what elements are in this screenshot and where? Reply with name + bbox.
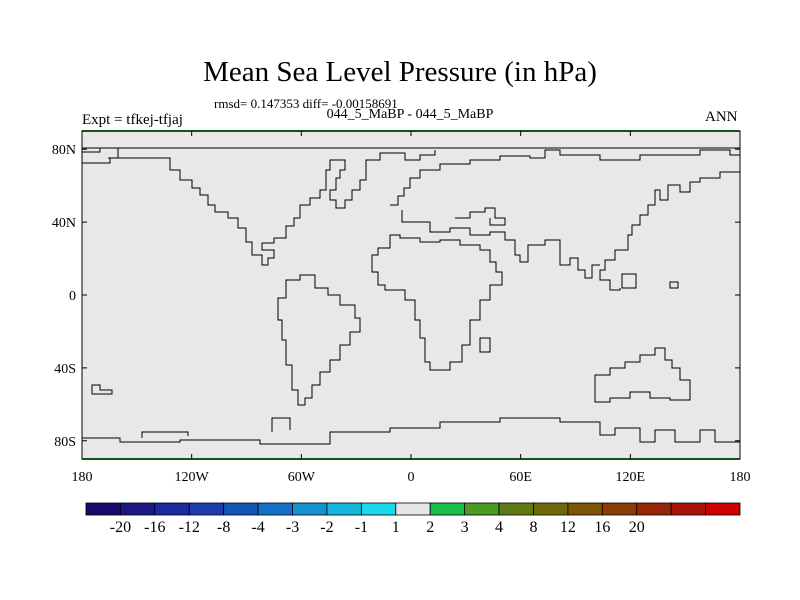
x-tick-label: 180 [730,470,751,485]
coastline-north-america [82,150,436,266]
coastlines [82,147,740,445]
colorbar-label: -12 [179,519,200,536]
coastline-indonesia [621,273,637,289]
x-tick-label: 60W [288,470,316,485]
colorbar-label: 8 [529,519,537,536]
season-label: ANN [705,109,738,125]
coastline-australia [594,347,691,403]
coastline-caspian-black [455,207,506,226]
y-tick-label: 80S [54,435,76,450]
colorbar-label: -2 [320,519,333,536]
colorbar-swatch [567,502,603,516]
coastline-south-america [277,274,361,406]
coastline-africa [371,234,503,371]
coastline-antarctica [82,417,740,445]
x-tick-label: 120W [175,470,210,485]
colorbar-swatch [670,502,706,516]
y-tick-label: 40S [54,362,76,377]
x-tick-label: 60E [509,470,532,485]
coastline-island-east [669,281,679,289]
colorbar-swatch [395,502,431,516]
colorbar-label: -8 [217,519,230,536]
colorbar-swatch [429,502,466,516]
chart-subtitle: 044_5_MaBP - 044_5_MaBP [326,107,494,122]
colorbar-swatch [533,502,569,516]
colorbar-swatch [360,502,397,516]
colorbar-label: -4 [251,519,264,536]
colorbar-label: -1 [355,519,368,536]
colorbar-label: 3 [461,519,469,536]
colorbar-label: -3 [286,519,299,536]
colorbar-label: -20 [110,519,131,536]
colorbar-labels: -20 -16 -12 -8 -4 -3 -2 -1 1 2 3 4 8 12 16 20 [110,519,645,536]
colorbar-swatch [154,502,190,516]
colorbar-swatch [636,502,672,516]
colorbar-swatch [188,502,225,516]
coastline-antarctic-island-1 [141,431,189,438]
coastline-south-asia [401,210,600,279]
coastline-east-asia [599,171,740,291]
coastline-eurasia [390,149,740,206]
colorbar-swatch [705,502,741,516]
colorbar-swatch [498,502,534,516]
colorbar-label: 2 [426,519,434,536]
colorbar-swatch [120,502,156,516]
colorbar-swatch [464,502,500,516]
colorbar-label: 16 [594,519,610,536]
x-tick-label: 0 [408,470,415,485]
colorbar-swatch [257,502,293,516]
colorbar-swatch [601,502,638,516]
y-tick-label: 0 [69,289,76,304]
colorbar-label: 20 [629,519,645,536]
y-axis: 80N 40N 0 40S 80S [52,143,740,450]
x-axis: 180 120W 60W 0 60E 120E 180 [72,131,751,485]
x-tick-label: 120E [616,470,646,485]
colorbar-swatch [292,502,328,516]
coastline-madagascar [479,337,491,353]
y-tick-label: 80N [52,143,76,158]
experiment-label: Expt = tfkej-tfjaj [82,112,183,128]
stats-line: rmsd= 0.147353 diff= -0.00158691 [214,96,398,111]
colorbar-label: 4 [495,519,503,536]
colorbar [85,502,741,516]
colorbar-label: 1 [392,519,400,536]
colorbar-label: -16 [144,519,165,536]
x-tick-label: 180 [72,470,93,485]
colorbar-swatch [223,502,259,516]
y-tick-label: 40N [52,216,76,231]
colorbar-swatch [326,502,362,516]
colorbar-label: 12 [560,519,576,536]
coastline-island-sw [91,384,113,395]
coastline-antarctic-island-2 [271,417,291,432]
colorbar-swatch [85,502,121,516]
chart-title: Mean Sea Level Pressure (in hPa) [203,56,597,88]
